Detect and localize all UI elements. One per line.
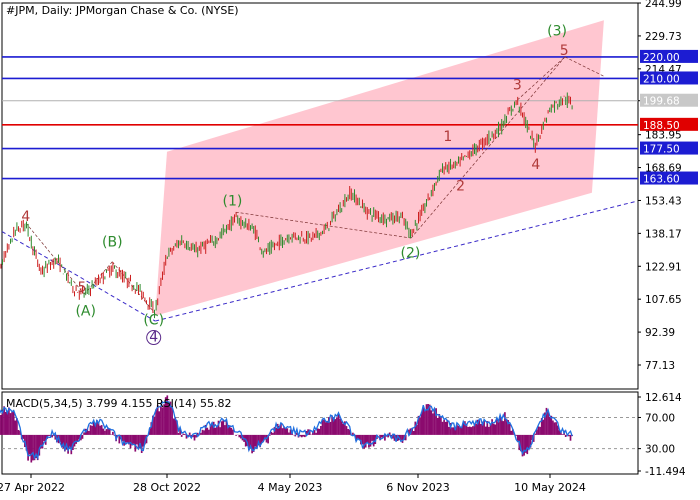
date-tick-label-2: 4 May 2023 [258,481,323,494]
date-tick-label-1: 28 Oct 2022 [133,481,201,494]
wave-label-3: (A) [75,304,96,320]
level-tag-0 [640,49,698,63]
wave-label-8: (2) [401,245,421,261]
wave-connector-6 [517,56,566,101]
level-label-3: 177.50 [643,144,680,156]
price-tick-label-8: 122.91 [645,261,682,273]
current-price-tag [640,93,698,107]
indicator-tick-label-0: 12.614 [645,392,682,404]
price-candles [0,92,573,319]
level-label-1: 210.00 [643,73,680,85]
wave-label-11: 3 [513,77,522,93]
level-tag-1 [640,71,698,85]
wave-label-5: (C) [143,312,164,328]
level-label-2: 188.50 [643,120,680,132]
wave-label-9: 1 [443,129,452,145]
price-tick-label-11: 77.13 [645,360,675,372]
wave-label-2: 5 [78,280,87,296]
wave-label-6: 4 [149,330,158,346]
wave-label-7: (1) [223,194,243,210]
wave-label-4: (B) [102,235,123,251]
current-price-label: 199.68 [643,96,680,108]
price-tick-label-10: 92.39 [645,327,675,339]
wave-label-10: 2 [456,179,465,195]
indicator-tick-label-1: 70.00 [645,412,675,424]
level-label-0: 220.00 [643,52,680,64]
level-tag-2 [640,117,698,131]
price-tick-label-0: 244.99 [645,0,682,10]
level-tag-3 [640,141,698,155]
wave-connector-3 [235,211,412,239]
price-tick-label-1: 229.73 [645,31,682,43]
level-tag-4 [640,171,698,185]
date-tick-label-3: 6 Nov 2023 [386,481,449,494]
support-dashed-line-left [1,231,156,322]
wave-label-12: 4 [531,157,540,173]
chart-title: #JPM, Daily: JPMorgan Chase & Co. (NYSE) [6,4,239,17]
date-tick-label-0: 27 Apr 2022 [0,481,65,494]
wave-label-0: 4 [21,209,30,225]
support-dashed-line [155,200,637,322]
rsi-line [0,400,573,461]
wave-label-circle-6 [146,330,162,346]
main-pane-frame [1,2,639,390]
wave-label-14: 5 [560,43,569,59]
price-tick-label-4: 183.95 [645,130,682,142]
macd-histogram [0,395,573,463]
wave-label-13: (3) [547,23,567,39]
price-tick-label-6: 153.43 [645,195,682,207]
price-tick-label-9: 107.65 [645,294,682,306]
price-tick-label-7: 138.17 [645,228,682,240]
date-tick-label-4: 10 May 2024 [514,481,586,494]
indicator-tick-label-2: 30.00 [645,444,675,456]
indicator-tick-label-3: -11.494 [645,466,686,478]
wave-connector-5 [564,56,605,77]
level-label-4: 163.60 [643,174,680,186]
trend-channel [155,20,604,316]
indicator-title: MACD(5,34,5) 3.799 4.155 RSI(14) 55.82 [6,397,232,410]
